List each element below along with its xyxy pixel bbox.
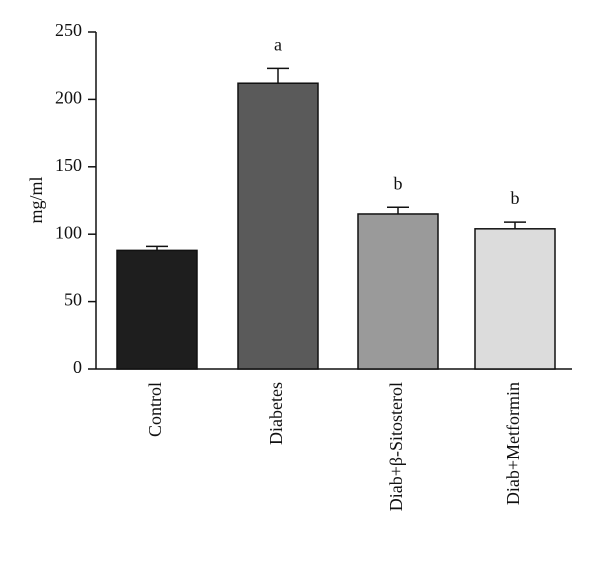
bar-label: b	[394, 173, 403, 193]
y-tick-label: 250	[55, 20, 82, 40]
y-tick-label: 200	[55, 88, 82, 108]
y-axis-label: mg/ml	[26, 176, 46, 223]
x-tick-label: Diab+β-Sitosterol	[386, 382, 406, 511]
bar	[116, 249, 198, 370]
bar-label: a	[274, 35, 282, 55]
x-tick-label: Control	[145, 382, 165, 437]
y-tick-label: 0	[73, 357, 82, 377]
bar	[474, 228, 556, 370]
y-tick-label: 100	[55, 222, 82, 242]
x-tick-label: Diab+Metformin	[503, 382, 523, 505]
bar	[237, 82, 319, 370]
bar	[357, 213, 439, 370]
y-tick-label: 150	[55, 155, 82, 175]
x-tick-label: Diabetes	[266, 382, 286, 445]
bar-label: b	[511, 188, 520, 208]
y-tick-label: 50	[64, 290, 82, 310]
